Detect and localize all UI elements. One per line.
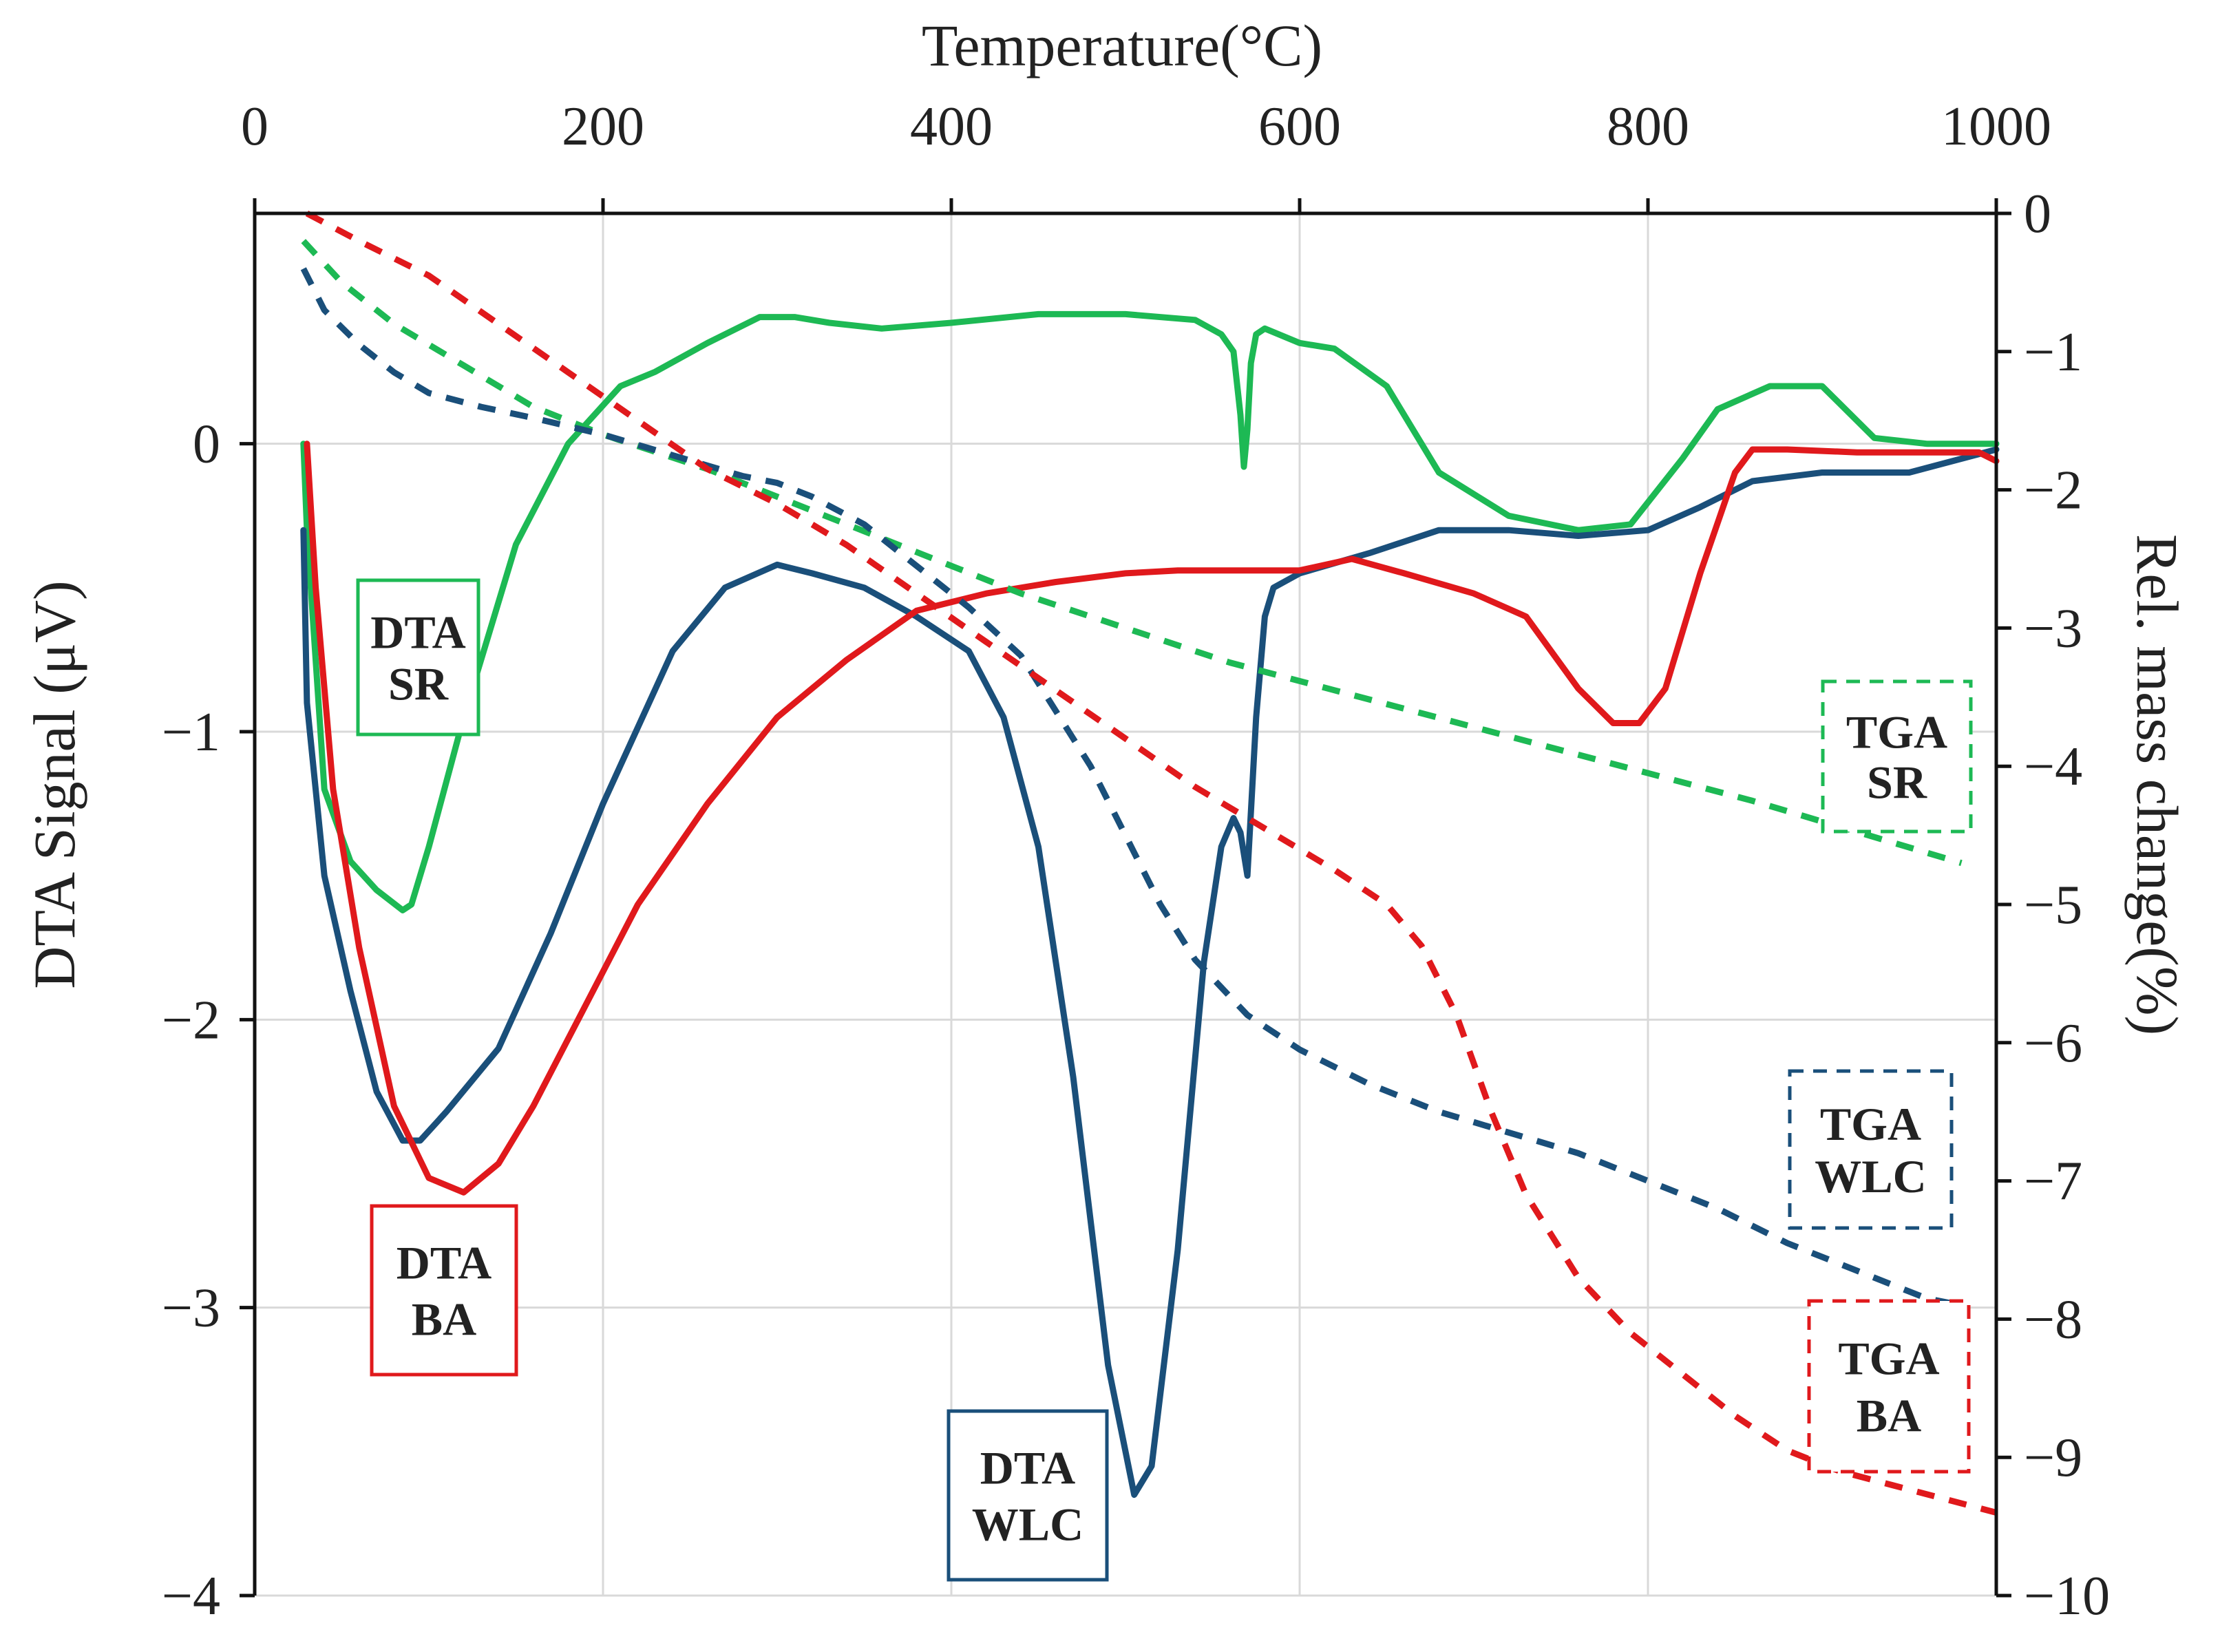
annotation-label: TGA [1820,1098,1921,1150]
x-tick-label: 800 [1607,96,1689,157]
annotation-label: SR [1867,756,1927,808]
y-right-tick-label: −9 [2024,1428,2082,1488]
x-axis-title: Temperature(°C) [922,12,1322,78]
annotation-box [1788,1069,1954,1230]
annotation-label: TGA [1838,1333,1939,1385]
annotation-label: BA [1857,1389,1921,1441]
y-left-tick-label: 0 [193,414,220,475]
annotation-label: DTA [370,606,466,659]
series-line-tga-sr [301,239,1963,867]
series-line-tga-ba [305,211,1998,1516]
series-layer [300,211,2000,1516]
annotation-label: WLC [972,1498,1083,1550]
y-left-tick-label: −3 [162,1278,220,1339]
x-tick-label: 1000 [1941,96,2051,157]
series-line-tga-wlc [300,267,1963,1309]
y-right-tick-label: −2 [2024,460,2082,521]
y-right-tick-label: −3 [2024,598,2082,659]
annotation-box [370,1204,518,1377]
y-right-tick-label: 0 [2024,184,2051,244]
y-right-tick-label: −8 [2024,1289,2082,1350]
y-right-tick-label: −6 [2024,1013,2082,1074]
y-right-tick-label: −7 [2024,1152,2082,1212]
grid [253,213,1998,1597]
annotation-label: DTA [397,1237,492,1289]
x-tick-label: 600 [1258,96,1341,157]
series-line-dta-sr [300,310,2000,913]
y-right-tick-label: −5 [2024,875,2082,935]
y-right-axis-title: Rel. mass change(%) [2124,534,2190,1035]
annotation-label: BA [412,1293,476,1345]
y-left-axis-title: DTA Signal (μV) [21,580,87,988]
annotation-box [1821,679,1973,834]
annotation-label: DTA [980,1442,1076,1494]
y-right-tick-label: −4 [2024,737,2082,797]
annotation-box [356,578,480,737]
axes: 0 200 400 600 800 1000 0 −1 −2 −3 −4 0 −1 −2 −3 −4 −5 −6 −… [162,96,2110,1627]
y-right-tick-label: −1 [2024,322,2082,383]
y-left-tick-label: −1 [162,702,220,763]
y-left-tick-label: −4 [162,1566,220,1627]
y-left-tick-label: −2 [162,990,220,1050]
series-line-dta-wlc [300,446,2000,1499]
x-tick-label: 200 [562,96,644,157]
y-right-tick-label: −10 [2024,1566,2110,1627]
annotation-label: WLC [1815,1150,1926,1203]
annotation-box [947,1409,1109,1582]
series-line-dta-ba [304,441,2000,1196]
x-tick-label: 400 [910,96,993,157]
annotation-box [1807,1299,1971,1474]
annotation-label: TGA [1846,706,1947,759]
annotation-label: SR [388,657,449,710]
x-tick-label: 0 [241,96,268,157]
